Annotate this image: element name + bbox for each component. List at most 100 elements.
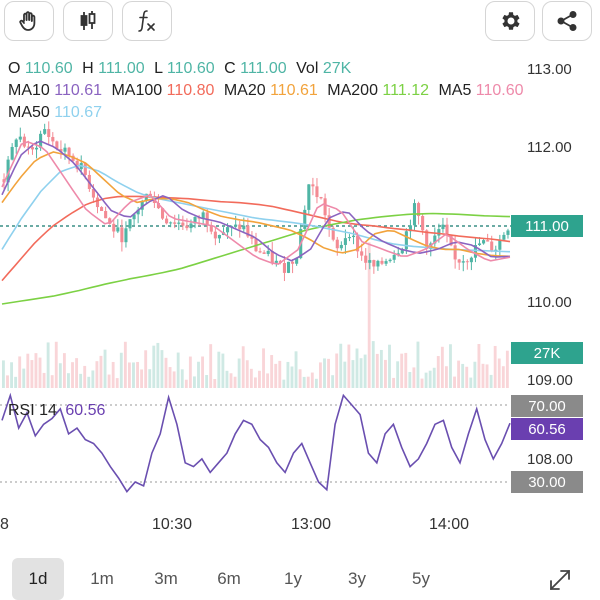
candle-body	[10, 146, 14, 160]
volume-bar	[221, 353, 225, 388]
hand-button[interactable]	[4, 1, 54, 41]
candle-body	[291, 261, 295, 264]
volume-bar	[26, 353, 30, 388]
candle-body	[433, 235, 437, 244]
settings-button[interactable]	[485, 1, 535, 41]
share-icon	[555, 9, 579, 33]
candle-body	[209, 225, 213, 232]
range-tab-3y[interactable]: 3y	[348, 569, 366, 588]
volume-bar	[119, 352, 123, 388]
low-label: L	[154, 60, 163, 77]
volume-bar	[270, 355, 274, 388]
candle-body	[477, 243, 482, 246]
candle-body	[286, 261, 291, 273]
candle-body	[408, 225, 412, 232]
volume-bar	[103, 349, 107, 388]
candle-body	[376, 260, 380, 267]
candle-body	[335, 239, 339, 249]
range-tab-3m[interactable]: 3m	[154, 569, 178, 588]
volume-bar	[245, 360, 249, 388]
chart-type-button[interactable]	[63, 1, 113, 41]
volume-bar	[367, 242, 371, 388]
candle-body	[116, 227, 120, 232]
y-tick-110: 110.00	[527, 294, 572, 311]
volume-bar	[140, 369, 144, 388]
volume-bar	[343, 361, 347, 388]
candle-body	[380, 260, 384, 264]
volume-bar	[136, 361, 139, 388]
range-tab-1d[interactable]: 1d	[12, 558, 64, 600]
candle-body	[160, 208, 165, 219]
volume-bar	[249, 368, 253, 388]
volume-bar	[107, 374, 111, 388]
volume-bar	[274, 363, 278, 388]
volume-bar	[310, 372, 314, 388]
candlestick-icon	[76, 9, 100, 33]
volume-bar	[50, 375, 54, 388]
candle-body	[502, 234, 506, 240]
volume-bar	[75, 358, 79, 388]
fullscreen-button[interactable]	[546, 566, 574, 594]
volume-bar	[392, 377, 396, 388]
share-button[interactable]	[542, 1, 592, 41]
candle-body	[217, 234, 221, 239]
volume-bar	[420, 378, 424, 388]
candle-body	[465, 261, 469, 263]
rsi-lower-badge: 30.00	[511, 471, 583, 493]
range-tab-1y[interactable]: 1y	[284, 569, 302, 588]
range-tab-1m[interactable]: 1m	[90, 569, 114, 588]
volume-bar	[197, 361, 200, 388]
candle-body	[323, 198, 327, 216]
volume-bar	[237, 358, 241, 388]
volume-bar	[30, 360, 34, 388]
volume-bar	[148, 369, 152, 388]
range-tab-6m[interactable]: 6m	[217, 569, 241, 588]
candle-body	[112, 223, 116, 232]
candle-body	[266, 250, 270, 254]
candle-body	[51, 137, 55, 142]
indicators-button[interactable]	[122, 1, 172, 41]
candle-body	[506, 230, 510, 235]
ma200-value: 111.12	[382, 82, 429, 99]
ma20-line	[1, 151, 511, 258]
candle-body	[473, 245, 478, 258]
volume-bar	[314, 378, 318, 388]
last-price-badge: 111.00	[511, 215, 583, 237]
volume-bar	[79, 373, 83, 388]
candle-body	[356, 235, 360, 252]
candle-body	[445, 224, 449, 236]
candle-body	[303, 209, 307, 229]
volume-bar	[34, 353, 38, 388]
volume-bar	[67, 373, 70, 388]
volume-bar	[412, 367, 416, 388]
volume-bar	[87, 376, 91, 388]
volume-bar	[298, 369, 302, 388]
candle-body	[169, 222, 173, 224]
volume-bar	[461, 363, 465, 388]
y-tick-112: 112.00	[527, 139, 572, 156]
volume-bar	[485, 364, 489, 388]
x-tick-1030: 10:30	[152, 516, 193, 533]
volume-bar	[379, 349, 383, 388]
price-chart[interactable]	[0, 0, 600, 520]
volume-bar	[355, 348, 359, 388]
candle-body	[258, 251, 262, 253]
volume-bar	[132, 362, 135, 388]
range-tab-5y[interactable]: 5y	[412, 569, 430, 588]
volume-bar	[375, 353, 379, 388]
candle-body	[339, 244, 343, 249]
ma100-value: 110.80	[166, 82, 215, 99]
volume-bar	[172, 371, 176, 388]
volume-bar	[436, 356, 440, 388]
volume-bar	[302, 376, 306, 388]
volume-bar	[193, 376, 196, 388]
volume-bar	[428, 370, 432, 388]
candle-body	[43, 129, 47, 134]
candle-body	[26, 146, 30, 148]
rsi-label: RSI 14	[8, 402, 57, 419]
candle-body	[177, 222, 181, 224]
candle-body	[100, 207, 104, 212]
volume-bar	[371, 341, 375, 388]
candle-body	[262, 252, 266, 254]
expand-icon	[546, 570, 574, 598]
